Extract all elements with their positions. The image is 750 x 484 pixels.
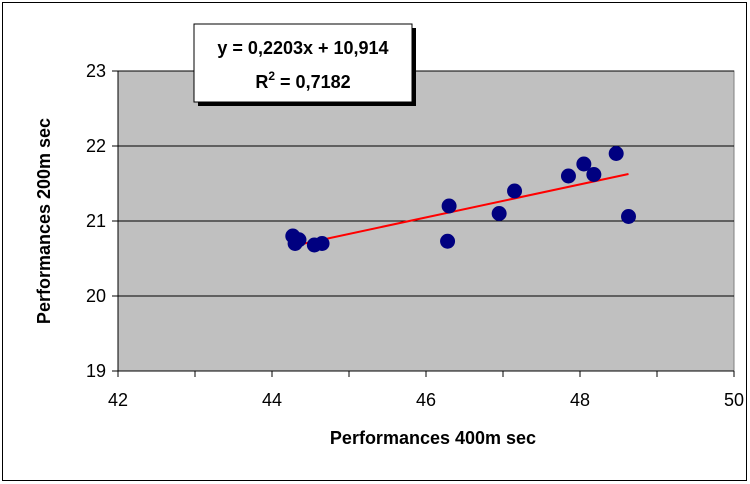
y-axis-title: Performances 200m sec — [34, 118, 54, 324]
data-point — [621, 209, 637, 224]
x-tick-label: 44 — [262, 390, 282, 410]
y-tick-label: 21 — [86, 211, 106, 231]
r-squared-label: R2 = 0,7182 — [255, 69, 350, 92]
r-squared-superscript: 2 — [268, 69, 275, 83]
data-point — [491, 206, 507, 221]
data-point — [560, 168, 576, 184]
r-squared-value: = 0,7182 — [275, 72, 351, 92]
x-tick-label: 46 — [416, 390, 436, 410]
data-point — [608, 146, 624, 161]
y-tick-label: 19 — [86, 361, 106, 381]
data-points — [285, 146, 637, 253]
data-point — [440, 233, 456, 249]
trendline-line — [292, 172, 629, 247]
equation-box — [193, 23, 413, 103]
r-squared-r: R — [255, 72, 268, 92]
x-axis-title: Performances 400m sec — [330, 428, 536, 448]
y-tick-label: 20 — [86, 286, 106, 306]
tick-labels: 42 44 46 48 50 19 20 21 22 23 — [86, 61, 744, 410]
x-tick-label: 48 — [570, 390, 590, 410]
x-tick-label: 42 — [108, 390, 128, 410]
data-point — [507, 183, 523, 199]
data-point — [586, 167, 602, 182]
x-tick-label: 50 — [724, 390, 744, 410]
axes — [112, 70, 735, 377]
data-point — [291, 232, 307, 248]
trendline-equation-box: y = 0,2203x + 10,914 R2 = 0,7182 — [193, 23, 416, 106]
data-point — [314, 236, 330, 251]
trendline-equation: y = 0,2203x + 10,914 — [217, 38, 388, 58]
data-point — [441, 198, 457, 214]
trendline — [292, 172, 629, 247]
y-tick-label: 23 — [86, 61, 106, 81]
data-point — [576, 156, 592, 172]
y-tick-label: 22 — [86, 136, 106, 156]
